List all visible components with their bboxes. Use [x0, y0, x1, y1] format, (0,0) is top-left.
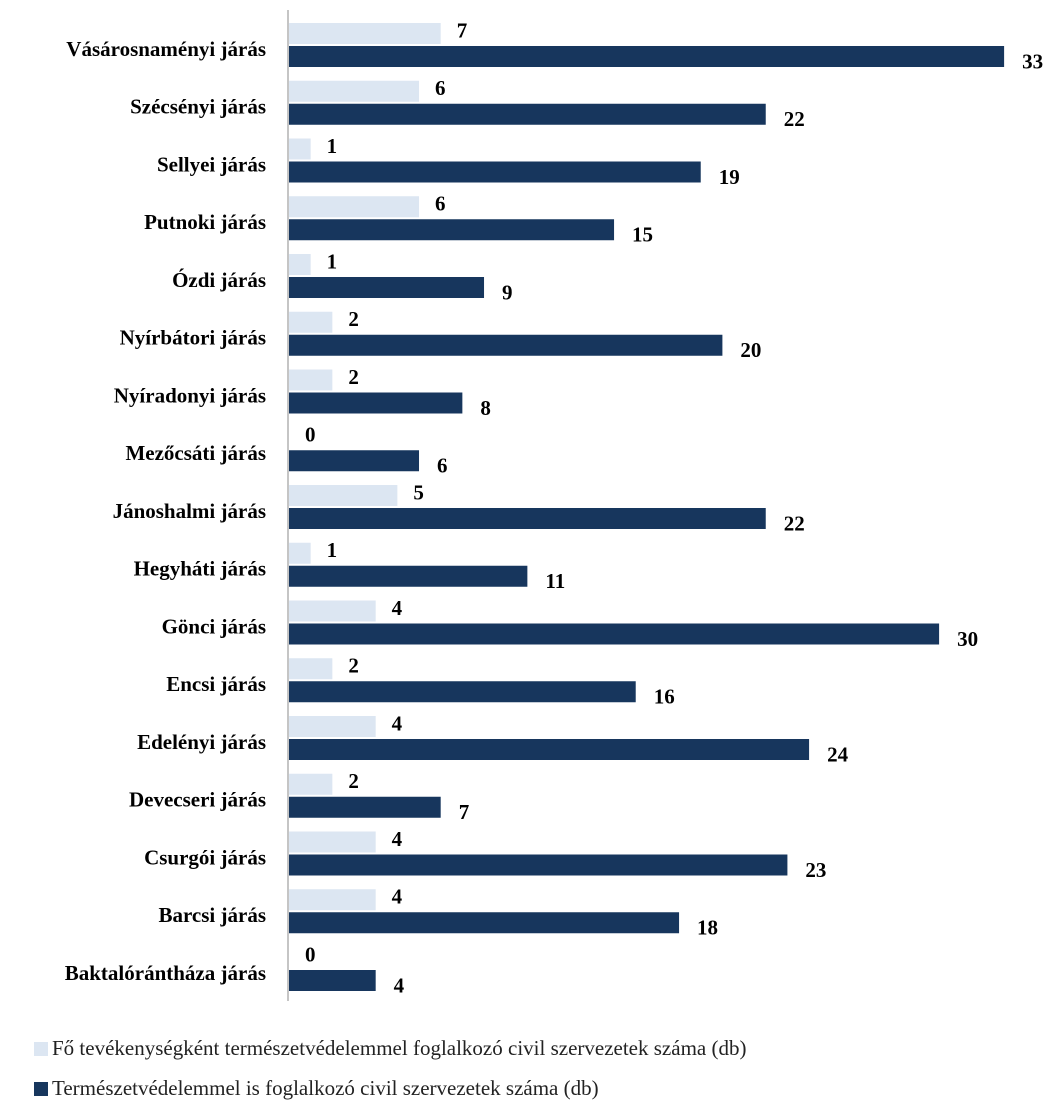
data-label-main-activity: 0	[305, 942, 316, 966]
category-label: Vásárosnaményi járás	[66, 37, 266, 61]
data-label-also-active: 4	[394, 973, 405, 997]
bar-also-active	[289, 334, 723, 356]
data-label-also-active: 7	[459, 800, 470, 824]
data-label-main-activity: 0	[305, 423, 316, 447]
data-label-also-active: 30	[957, 627, 978, 651]
category-label: Ózdi járás	[172, 268, 266, 292]
data-label-also-active: 33	[1022, 49, 1043, 73]
bar-also-active	[289, 392, 463, 414]
data-label-also-active: 24	[827, 742, 849, 766]
data-label-main-activity: 2	[348, 365, 359, 389]
data-label-also-active: 22	[784, 511, 805, 535]
data-label-main-activity: 6	[435, 76, 446, 100]
data-label-main-activity: 4	[392, 885, 403, 909]
bar-also-active	[289, 565, 528, 587]
bar-main-activity	[289, 196, 420, 218]
bar-main-activity	[289, 485, 398, 506]
category-label: Jánoshalmi járás	[113, 499, 266, 523]
data-label-main-activity: 4	[392, 596, 403, 620]
data-label-main-activity: 1	[327, 134, 338, 158]
bar-also-active	[289, 450, 420, 472]
bar-main-activity	[289, 658, 333, 680]
category-label: Putnoki járás	[144, 210, 266, 234]
bar-also-active	[289, 277, 485, 298]
bar-main-activity	[289, 542, 311, 564]
bar-main-activity	[289, 311, 333, 333]
bar-main-activity	[289, 80, 420, 102]
data-label-main-activity: 4	[392, 711, 403, 735]
bar-main-activity	[289, 138, 311, 160]
category-label: Barcsi járás	[158, 903, 266, 927]
bar-main-activity	[289, 716, 376, 737]
bar-also-active	[289, 219, 615, 241]
data-label-also-active: 23	[805, 858, 826, 882]
legend-item-main-activity: Fő tevékenységként természetvédelemmel f…	[34, 1036, 746, 1061]
data-label-also-active: 8	[480, 396, 491, 420]
data-label-main-activity: 5	[413, 480, 424, 504]
data-label-main-activity: 2	[348, 769, 359, 793]
category-label: Encsi járás	[166, 672, 266, 696]
bar-main-activity	[289, 369, 333, 391]
category-label: Csurgói járás	[144, 845, 266, 869]
category-label: Nyíradonyi járás	[114, 383, 266, 407]
legend-swatch-also-active	[34, 1081, 48, 1096]
bar-also-active	[289, 681, 636, 703]
bar-also-active	[289, 912, 680, 934]
data-label-also-active: 15	[632, 223, 653, 247]
data-label-main-activity: 2	[348, 307, 359, 331]
bar-also-active	[289, 508, 766, 529]
data-label-also-active: 16	[654, 685, 675, 709]
category-label: Devecseri járás	[129, 788, 266, 812]
legend-swatch-main-activity	[34, 1041, 48, 1056]
bar-main-activity	[289, 254, 311, 275]
bar-also-active	[289, 161, 701, 183]
bar-also-active	[289, 623, 940, 645]
bar-also-active	[289, 854, 788, 876]
bar-main-activity	[289, 773, 333, 795]
bar-also-active	[289, 46, 1005, 67]
data-label-also-active: 22	[784, 107, 805, 131]
legend-label-main-activity: Fő tevékenységként természetvédelemmel f…	[52, 1036, 747, 1060]
bar-also-active	[289, 796, 441, 818]
legend-label-also-active: Természetvédelemmel is foglalkozó civil …	[52, 1076, 599, 1100]
bar-also-active	[289, 739, 810, 760]
category-label: Sellyei járás	[157, 152, 266, 176]
category-label: Baktalórántháza járás	[65, 961, 266, 985]
data-label-main-activity: 6	[435, 192, 446, 216]
bar-also-active	[289, 970, 376, 991]
data-label-also-active: 18	[697, 916, 718, 940]
data-label-also-active: 6	[437, 454, 448, 478]
bar-main-activity	[289, 600, 376, 622]
data-label-main-activity: 1	[327, 538, 338, 562]
data-label-also-active: 11	[545, 569, 565, 593]
bar-also-active	[289, 103, 766, 125]
data-label-main-activity: 7	[457, 18, 468, 42]
category-label: Gönci járás	[162, 614, 266, 638]
bar-main-activity	[289, 831, 376, 853]
data-label-main-activity: 2	[348, 654, 359, 678]
data-label-also-active: 19	[719, 165, 740, 189]
category-label: Hegyháti járás	[134, 557, 266, 581]
category-label: Mezőcsáti járás	[125, 441, 266, 465]
category-label: Nyírbátori járás	[120, 326, 266, 350]
category-label: Edelényi járás	[137, 730, 266, 754]
data-label-main-activity: 1	[327, 249, 338, 273]
bar-main-activity	[289, 889, 376, 911]
data-label-main-activity: 4	[392, 827, 403, 851]
category-label: Szécsényi járás	[130, 95, 266, 119]
data-label-also-active: 9	[502, 280, 513, 304]
bar-main-activity	[289, 23, 441, 44]
legend-item-also-active: Természetvédelemmel is foglalkozó civil …	[34, 1076, 599, 1101]
data-label-also-active: 20	[740, 338, 761, 362]
